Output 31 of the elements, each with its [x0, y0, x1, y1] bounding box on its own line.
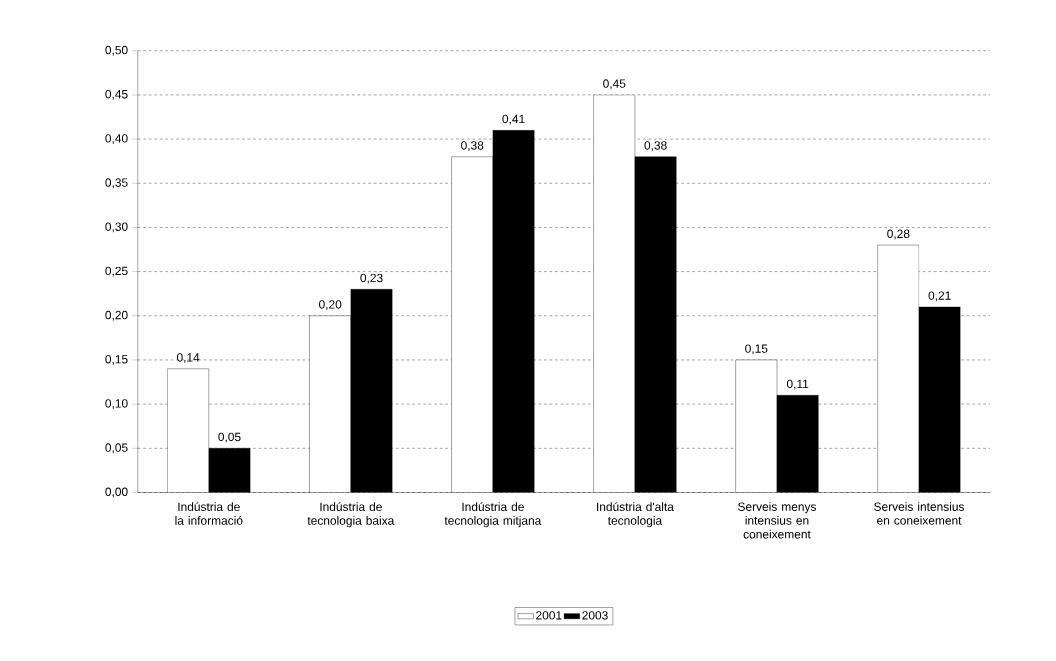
x-tick-label: Indústria de tecnologia baixa	[307, 502, 395, 528]
data-label: 0,45	[603, 79, 626, 90]
data-label: 0,38	[461, 141, 484, 151]
y-tick-label: 0,05	[105, 443, 128, 454]
data-label: 0,11	[786, 379, 809, 390]
legend-label: 2003	[582, 611, 608, 620]
y-tick-label: 0,40	[105, 134, 128, 144]
y-tick-label: 0,10	[105, 399, 128, 409]
x-tick-label: Serveis intensius en coneixement	[874, 502, 965, 525]
y-tick-label: 0,20	[105, 310, 128, 321]
data-label: 0,28	[887, 229, 910, 240]
legend-label: 2001	[536, 611, 562, 620]
x-tick-label: Indústria d'alta tecnologia	[597, 502, 674, 528]
data-label: 0,38	[644, 141, 667, 151]
data-label: 0,15	[745, 344, 768, 355]
data-label: 0,20	[319, 300, 342, 310]
data-label: 0,21	[928, 291, 951, 302]
y-tick-label: 0,00	[105, 487, 128, 498]
data-label: 0,41	[502, 114, 525, 125]
y-tick-label: 0,50	[105, 45, 128, 56]
data-label: 0,14	[177, 353, 200, 363]
y-tick-label: 0,35	[105, 178, 128, 189]
data-label: 0,05	[218, 432, 241, 443]
y-tick-label: 0,15	[105, 354, 128, 365]
x-tick-label: Serveis menys intensius en coneixement	[738, 502, 817, 539]
x-tick-label: Indústria de la informació	[175, 502, 243, 525]
y-tick-label: 0,45	[105, 89, 128, 100]
data-label: 0,23	[360, 273, 383, 284]
y-tick-label: 0,30	[105, 222, 128, 233]
y-tick-label: 0,25	[105, 266, 128, 277]
x-tick-label: Indústria de tecnologia mitjana	[444, 502, 542, 528]
